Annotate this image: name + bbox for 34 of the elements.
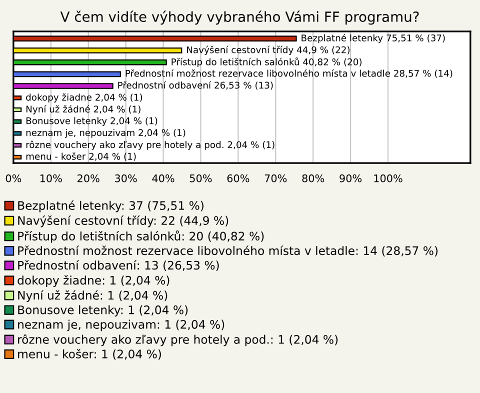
legend-label: dokopy žiadne: 1 (2,04 %) (18, 275, 170, 287)
x-tick-label: 80% (302, 174, 324, 182)
data-label: Bonusove letenky 2,04 % (1) (26, 117, 158, 126)
data-label: Přednostní možnost rezervace libovolného místa v letadle 28,57 % (14) (126, 69, 452, 78)
legend-label: Přednostní možnost rezervace libovolného místa v letadle: 14 (28,57 %) (18, 246, 438, 256)
x-tick-label: 90% (340, 174, 362, 182)
x-tick-label: 0% (6, 174, 22, 182)
chart-title: V čem vidíte výhody vybraného Vámi FF programu? (60, 10, 419, 25)
data-label: dokopy žiadne 2,04 % (1) (26, 93, 142, 102)
data-label: Nyní už žádné 2,04 % (1) (26, 105, 140, 114)
x-tick-label: 70% (264, 174, 287, 182)
data-label: Bezplatné letenky 75,51 % (37) (302, 34, 445, 44)
legend-label: Bezplatné letenky: 37 (75,51 %) (18, 200, 204, 212)
data-label: Přednostní odbavení 26,53 % (13) (118, 81, 273, 90)
legend-label: rôzne vouchery ako zľavy pre hotely a pod.: 1 (2,04 %) (18, 334, 338, 346)
data-label: neznam je, nepouzivam 2,04 % (1) (26, 129, 186, 138)
x-tick-label: 30% (115, 174, 137, 182)
legend-label: Nyní už žádné: 1 (2,04 %) (18, 290, 168, 302)
data-label: rôzne vouchery ako zľavy pre hotely a pod. 2,04 % (1) (26, 140, 274, 150)
legend-label: Navýšení cestovní třídy: 22 (44,9 %) (18, 215, 228, 228)
x-tick-label: 20% (78, 174, 100, 182)
x-tick-label: 50% (190, 174, 212, 182)
legend-label: Přístup do letištních salónků: 20 (40,82 %) (18, 230, 264, 243)
x-tick-label: 60% (227, 174, 250, 182)
data-label: Přístup do letištních salónků 40,82 % (20) (172, 57, 362, 68)
legend-label: Bonusove letenky: 1 (2,04 %) (18, 305, 188, 317)
x-tick-label: 40% (152, 174, 174, 182)
x-tick-label: 10% (40, 174, 62, 182)
data-label: menu - košer 2,04 % (1) (26, 152, 136, 161)
x-tick-label: 100% (374, 174, 402, 182)
data-label: Navýšení cestovní třídy 44,9 % (22) (187, 46, 350, 56)
legend-label: neznam je, nepouzivam: 1 (2,04 %) (18, 320, 224, 332)
legend-label: Přednostní odbavení: 13 (26,53 %) (18, 260, 219, 272)
legend-label: menu - košer: 1 (2,04 %) (18, 348, 161, 360)
